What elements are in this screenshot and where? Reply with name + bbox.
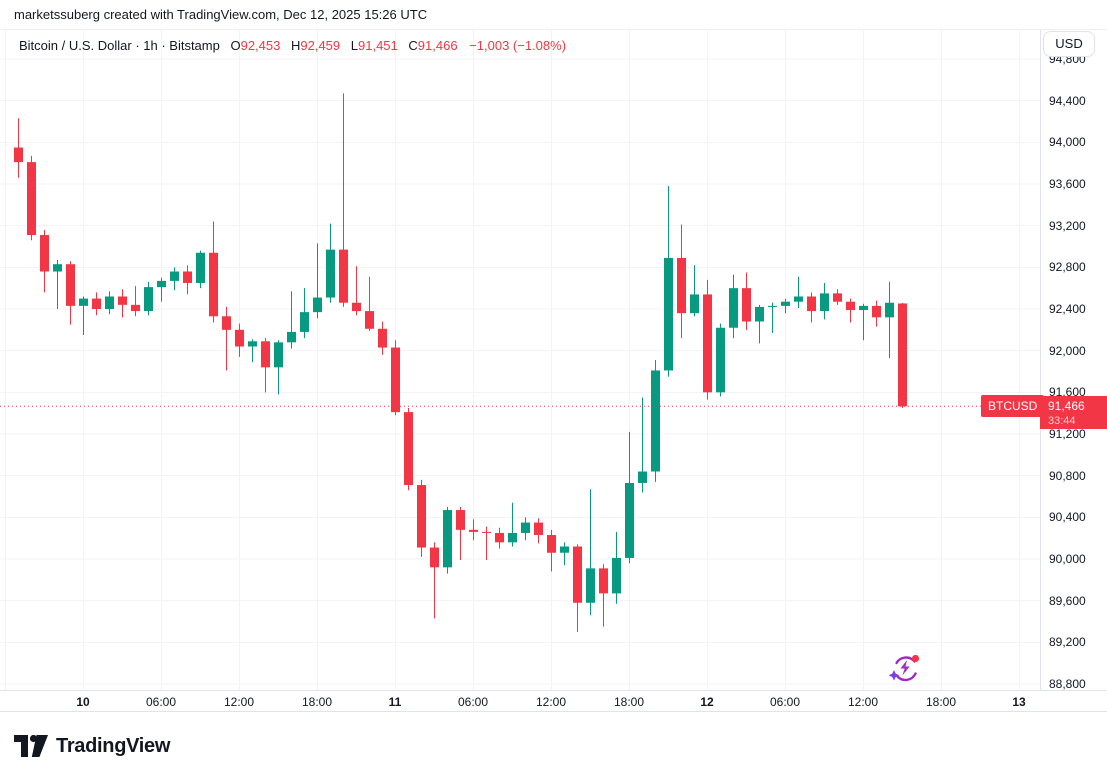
symbol-price-flag: BTCUSD (981, 395, 1045, 418)
currency-label: USD (1055, 36, 1083, 51)
time-tick-label: 11 (388, 695, 402, 709)
bar-countdown: 33:44 (1048, 415, 1076, 427)
ohlc-low-value: 91,451 (358, 38, 398, 53)
price-tick-label: 93,600 (1049, 177, 1086, 191)
current-price-value: 91,466 (1048, 399, 1085, 413)
price-tick-label: 92,400 (1049, 302, 1086, 316)
attribution-bar: marketssuberg created with TradingView.c… (0, 0, 1107, 30)
ohlc-close-value: 91,466 (417, 38, 458, 53)
time-axis[interactable]: 10 06:00 12:00 18:00 11 06:00 12:00 18:00 12 06:0… (0, 690, 1107, 712)
price-tick-label: 93,200 (1049, 218, 1086, 233)
symbol-flag-label: BTCUSD (988, 399, 1038, 414)
price-tick-label: 94,400 (1049, 93, 1086, 108)
price-tick-label: 91,600 (1049, 385, 1086, 400)
price-tick-label: 89,200 (1049, 635, 1086, 650)
tradingview-mark-icon (14, 735, 48, 757)
ohlc-close-label: C (408, 38, 418, 53)
symbol-title: Bitcoin / U.S. Dollar · 1h · Bitstamp (19, 38, 220, 53)
price-tick-label: 90,800 (1049, 468, 1086, 483)
time-tick-label: 18:00 (925, 695, 957, 709)
candlestick-chart[interactable] (0, 30, 1040, 690)
price-tick-label: 91,200 (1049, 427, 1086, 441)
time-tick-label: 06:00 (769, 695, 801, 709)
price-tick-label: 92,800 (1049, 260, 1086, 275)
change-value: −1,003 (−1.08%) (469, 38, 567, 53)
price-axis[interactable]: 94,800 94,400 94,000 93,600 93,200 92,800 92,4… (1040, 30, 1107, 691)
time-tick-label: 12:00 (847, 695, 879, 709)
ohlc-low-label: L (350, 38, 358, 53)
ohlc-open-value: 92,453 (240, 38, 281, 53)
time-tick-label: 12:00 (223, 695, 255, 709)
time-tick-label: 18:00 (613, 695, 645, 709)
time-tick-label: 06:00 (457, 695, 489, 709)
ohlc-open-label: O (230, 38, 241, 53)
refresh-chart-button[interactable] (885, 648, 925, 688)
ohlc-high-label: H (290, 38, 301, 53)
price-tick-label: 88,800 (1049, 677, 1086, 691)
footer: TradingView (0, 712, 1107, 776)
tradingview-wordmark: TradingView (56, 734, 171, 757)
price-tick-label: 92,000 (1049, 343, 1086, 358)
time-tick-label: 18:00 (301, 695, 333, 709)
current-price-label: 91,466 33:44 (1040, 396, 1107, 429)
time-tick-label: 13 (1012, 695, 1026, 709)
symbol-legend: Bitcoin / U.S. Dollar · 1h · Bitstamp O9… (19, 36, 566, 56)
ohlc-high-value: 92,459 (300, 38, 341, 53)
attribution-text: marketssuberg created with TradingView.c… (14, 7, 428, 22)
price-tick-label: 90,000 (1049, 552, 1086, 566)
chart-region: Bitcoin / U.S. Dollar · 1h · Bitstamp O9… (0, 30, 1107, 712)
time-tick-label: 12:00 (535, 695, 567, 709)
price-tick-label: 90,400 (1049, 510, 1086, 525)
refresh-bolt-icon (888, 654, 920, 682)
price-tick-label: 89,600 (1049, 593, 1086, 608)
time-tick-label: 06:00 (145, 695, 177, 709)
time-tick-label: 12 (700, 695, 714, 709)
price-tick-label: 94,000 (1049, 135, 1086, 150)
currency-toggle-button[interactable]: USD (1043, 31, 1095, 57)
time-tick-label: 10 (76, 695, 90, 709)
tradingview-logo[interactable]: TradingView (14, 734, 170, 758)
